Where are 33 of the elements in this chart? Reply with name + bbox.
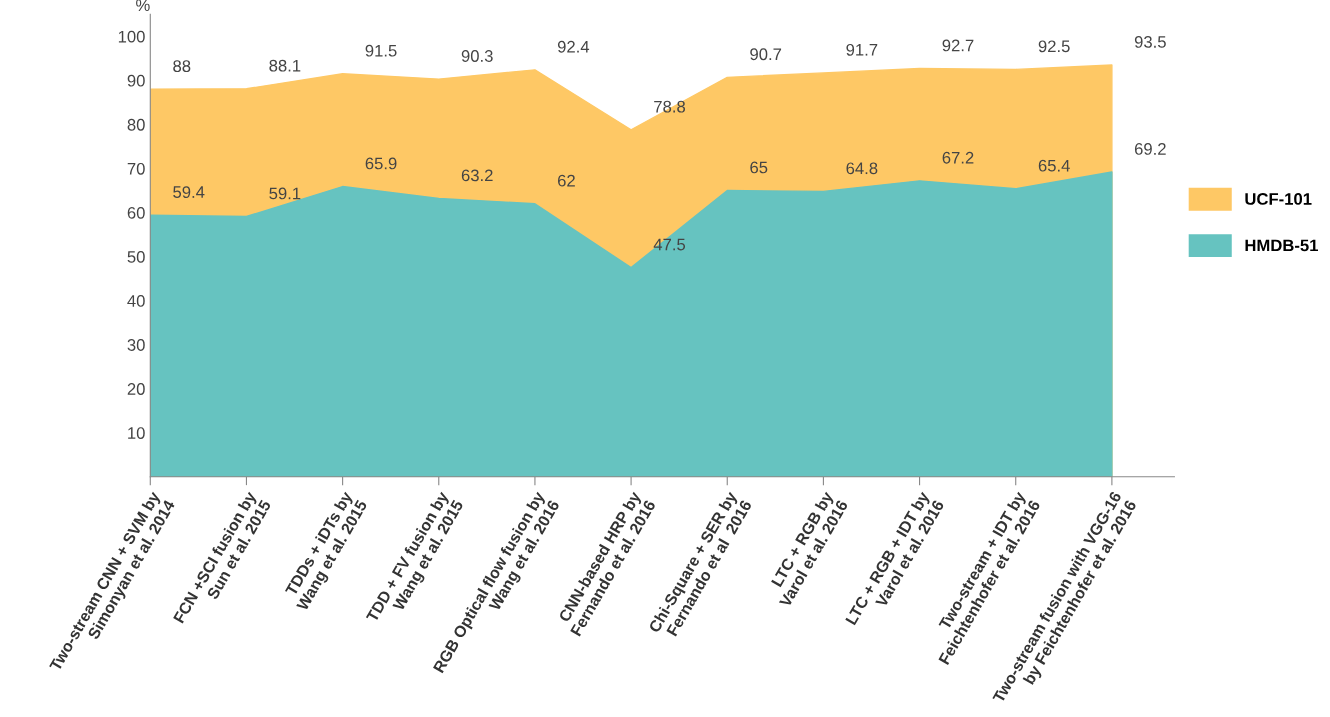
data-label: 91.7 xyxy=(846,43,878,56)
y-tick-label: 90 xyxy=(127,74,145,87)
data-label: 92.5 xyxy=(1038,40,1070,53)
data-label: 91.5 xyxy=(365,44,397,57)
data-label: 65.9 xyxy=(365,157,397,170)
legend-label: UCF-101 xyxy=(1245,193,1312,205)
data-label: 92.7 xyxy=(942,39,974,52)
data-label: 69.2 xyxy=(1134,143,1166,155)
data-label: 88.1 xyxy=(269,59,301,72)
data-label: 88 xyxy=(173,60,191,73)
data-label: 65.4 xyxy=(1038,159,1070,172)
legend-label: HMDB-51 xyxy=(1245,239,1319,252)
data-label: 93.5 xyxy=(1134,36,1166,48)
data-label: 63.2 xyxy=(461,169,493,182)
data-label: 59.4 xyxy=(173,186,205,198)
y-tick-label: 80 xyxy=(127,118,145,131)
data-label: 67.2 xyxy=(942,151,974,164)
data-label: 65 xyxy=(750,161,768,174)
y-tick-label: 10 xyxy=(128,427,145,439)
y-tick-label: 70 xyxy=(127,162,145,175)
data-label: 90.3 xyxy=(461,50,493,62)
data-label: 64.8 xyxy=(846,162,878,175)
data-label: 62 xyxy=(558,174,575,187)
data-label: 92.4 xyxy=(557,40,590,53)
y-tick-label: 60 xyxy=(127,206,145,219)
y-axis-title: % xyxy=(136,0,150,11)
data-label: 59.1 xyxy=(269,187,301,200)
y-tick-label: 30 xyxy=(127,339,145,351)
y-tick-label: 100 xyxy=(118,30,145,43)
y-tick-label: 20 xyxy=(127,383,145,395)
data-label: 90.7 xyxy=(750,48,782,61)
y-tick-label: 50 xyxy=(127,250,145,263)
y-tick-label: 40 xyxy=(127,295,145,307)
